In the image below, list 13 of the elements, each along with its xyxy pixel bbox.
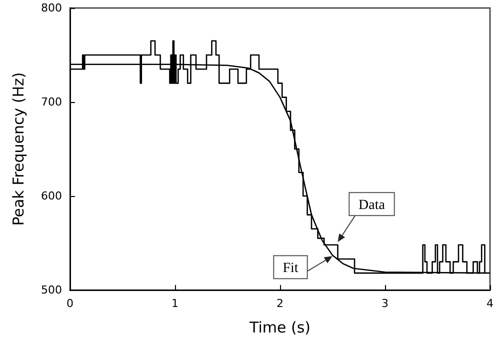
x-axis-title: Time (s) xyxy=(248,318,310,336)
x-tick-label: 4 xyxy=(486,297,494,310)
x-tick-label: 2 xyxy=(276,297,284,310)
x-tick-label: 0 xyxy=(66,297,74,310)
annotation: Data xyxy=(358,198,386,214)
x-tick-label: 1 xyxy=(172,297,178,310)
y-tick-label: 700 xyxy=(41,96,62,108)
y-tick-label: 500 xyxy=(41,284,62,296)
y-tick-label: 600 xyxy=(41,190,62,202)
annotation: Fit xyxy=(282,261,298,276)
y-axis-title: Peak Frequency (Hz) xyxy=(10,72,28,226)
x-tick-label: 3 xyxy=(382,297,388,310)
y-tick-label: 800 xyxy=(41,2,62,14)
